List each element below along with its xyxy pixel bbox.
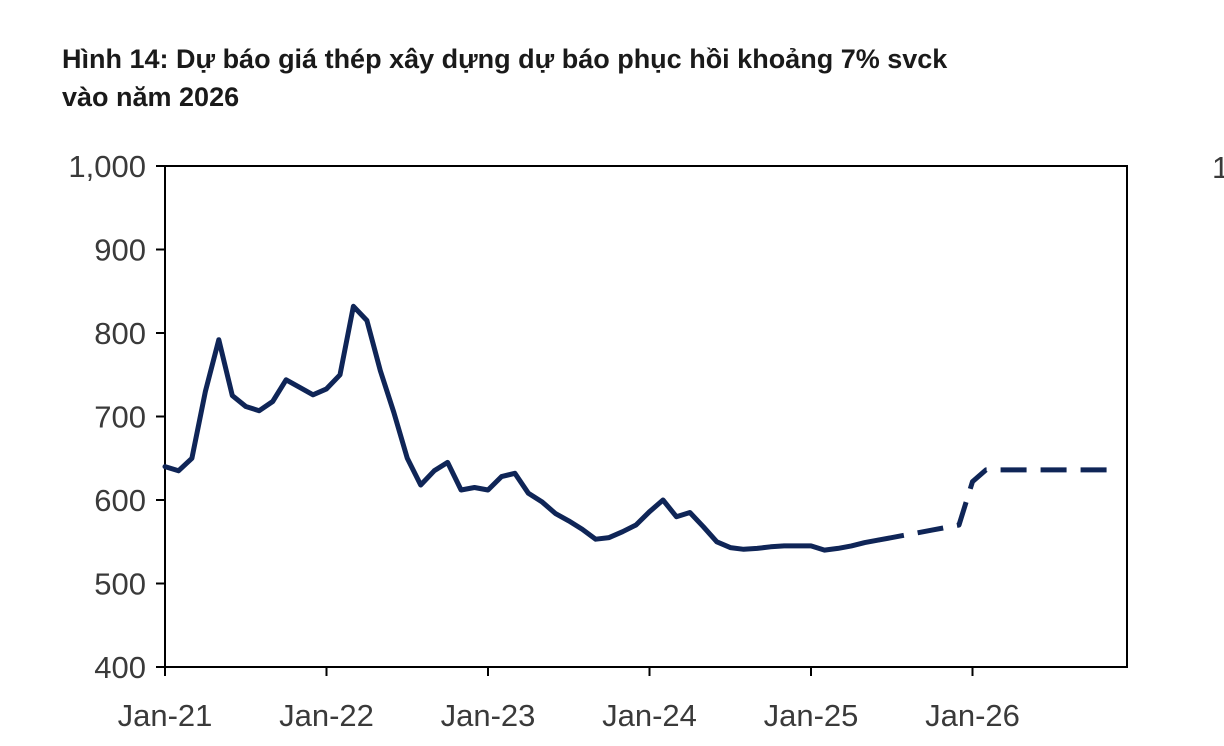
forecast-series-line <box>877 467 1121 543</box>
y-axis: 400 500 600 700 800 900 1,000 <box>68 149 165 685</box>
x-tick-label: Jan-22 <box>279 698 374 733</box>
y-tick-label: 600 <box>94 483 146 518</box>
series-layer <box>162 303 1121 553</box>
x-tick-label: Jan-25 <box>764 698 859 733</box>
chart-title: Hình 14: Dự báo giá thép xây dựng dự báo… <box>62 40 1212 116</box>
y-tick-label: 500 <box>94 567 146 602</box>
x-axis: Jan-21 Jan-22 Jan-23 Jan-24 Jan-25 Jan-26 <box>118 667 1020 733</box>
y-tick-label: 900 <box>94 233 146 268</box>
x-tick-label: Jan-21 <box>118 698 213 733</box>
chart-title-line-2: vào năm 2026 <box>62 82 240 112</box>
y-tick-label: 700 <box>94 400 146 435</box>
right-panel-cut-label: 1 <box>1212 150 1224 185</box>
plot-area-frame <box>164 165 1128 668</box>
y-tick-label: 400 <box>94 650 146 685</box>
x-tick-label: Jan-24 <box>602 698 697 733</box>
y-tick-label: 800 <box>94 316 146 351</box>
chart-title-line-1: Hình 14: Dự báo giá thép xây dựng dự báo… <box>62 44 948 74</box>
x-tick-label: Jan-23 <box>441 698 536 733</box>
x-tick-label: Jan-26 <box>925 698 1020 733</box>
y-tick-label: 1,000 <box>68 149 146 184</box>
actual-series-line <box>162 303 881 553</box>
